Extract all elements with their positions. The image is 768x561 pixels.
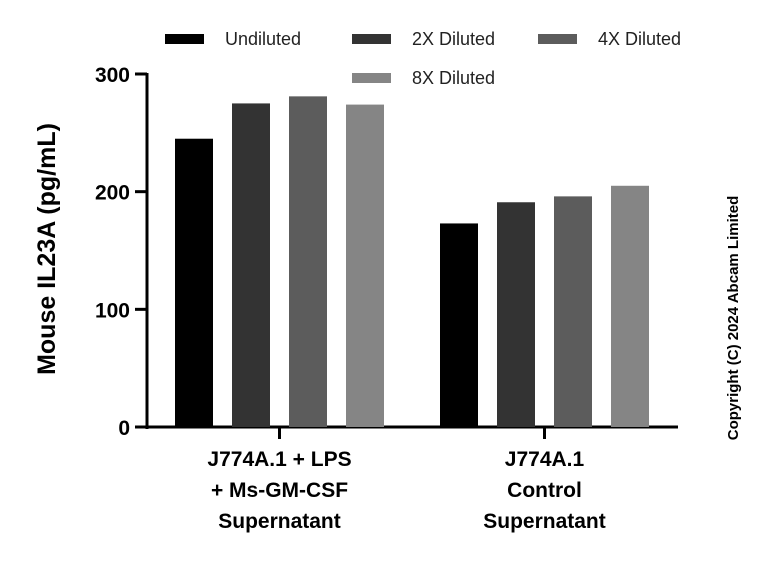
legend-swatch — [352, 73, 391, 83]
bar — [611, 185, 649, 427]
y-tick-label: 100 — [95, 299, 130, 322]
legend: Undiluted 2X Diluted 4X Diluted 8X Diluted — [165, 29, 681, 88]
bars — [175, 96, 649, 428]
y-tick-label: 200 — [95, 182, 130, 205]
legend-label: 4X Diluted — [598, 29, 681, 49]
bar — [175, 138, 213, 427]
y-tick-label: 0 — [118, 417, 130, 440]
y-tick-label: 300 — [95, 64, 130, 87]
bar — [232, 103, 270, 428]
y-axis-title: Mouse IL23A (pg/mL) — [33, 123, 61, 375]
category-label: Control — [507, 479, 582, 502]
legend-label: 2X Diluted — [412, 29, 495, 49]
legend-swatch — [165, 34, 204, 44]
copyright-annotation: Copyright (C) 2024 Abcam Limited — [725, 196, 742, 440]
bar — [554, 196, 592, 427]
legend-swatch — [352, 34, 391, 44]
y-ticks: 0 100 200 300 — [95, 64, 147, 440]
legend-swatch — [538, 34, 577, 44]
bar — [440, 223, 478, 427]
category-label: J774A.1 + LPS — [207, 448, 351, 471]
category-labels: J774A.1 + LPS + Ms-GM-CSF Supernatant J774A… — [207, 427, 606, 533]
bar — [289, 96, 327, 428]
bar — [497, 202, 535, 427]
legend-label: Undiluted — [225, 29, 301, 49]
legend-label: 8X Diluted — [412, 68, 495, 88]
axes — [145, 73, 678, 429]
category-label: + Ms-GM-CSF — [211, 479, 348, 502]
bar — [346, 104, 384, 428]
category-label: J774A.1 — [505, 448, 585, 471]
category-label: Supernatant — [218, 510, 341, 533]
category-label: Supernatant — [483, 510, 606, 533]
